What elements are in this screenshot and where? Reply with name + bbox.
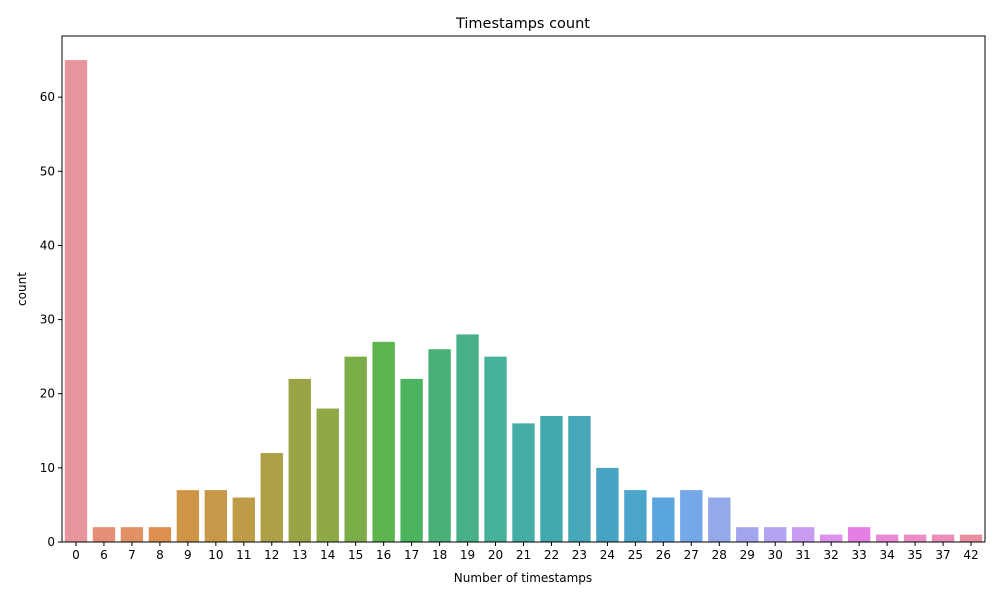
bar-33 bbox=[847, 527, 871, 542]
x-tick-label: 34 bbox=[879, 548, 894, 562]
bar-37 bbox=[931, 534, 955, 542]
y-tick-label: 10 bbox=[40, 461, 55, 475]
x-tick-label: 11 bbox=[236, 548, 251, 562]
bar-13 bbox=[288, 378, 311, 542]
y-tick-label: 20 bbox=[40, 387, 55, 401]
x-tick-label: 17 bbox=[404, 548, 419, 562]
bar-18 bbox=[428, 349, 451, 542]
x-tick-label: 32 bbox=[824, 548, 839, 562]
x-tick-label: 42 bbox=[963, 548, 978, 562]
bar-21 bbox=[512, 423, 535, 542]
x-tick-label: 30 bbox=[768, 548, 783, 562]
bar-10 bbox=[204, 490, 228, 542]
x-tick-label: 26 bbox=[656, 548, 671, 562]
bar-24 bbox=[596, 467, 619, 542]
x-tick-label: 27 bbox=[684, 548, 699, 562]
bar-42 bbox=[959, 534, 983, 542]
plot-frame bbox=[61, 35, 986, 543]
bar-30 bbox=[764, 527, 787, 542]
bar-9 bbox=[176, 490, 200, 542]
bar-19 bbox=[456, 334, 479, 542]
x-axis-ticks: 0 6 7 8 9 10 11 12 13 14 15 16 17 18 19 20 21 22 23 24 25 26 2… bbox=[72, 542, 979, 562]
chart-title: Timestamps count bbox=[455, 16, 590, 32]
x-tick-label: 19 bbox=[460, 548, 475, 562]
bar-15 bbox=[344, 356, 367, 542]
x-tick-label: 0 bbox=[72, 548, 80, 562]
x-tick-label: 31 bbox=[796, 548, 811, 562]
x-tick-label: 24 bbox=[600, 548, 615, 562]
bar-12 bbox=[260, 453, 283, 542]
x-tick-label: 37 bbox=[935, 548, 950, 562]
bar-31 bbox=[792, 527, 815, 542]
bar-35 bbox=[903, 534, 927, 542]
bar-29 bbox=[736, 527, 759, 542]
x-tick-label: 25 bbox=[628, 548, 643, 562]
x-tick-label: 10 bbox=[208, 548, 223, 562]
x-tick-label: 15 bbox=[348, 548, 363, 562]
x-tick-label: 13 bbox=[292, 548, 307, 562]
bar-7 bbox=[120, 527, 144, 542]
y-axis-ticks: 0 10 20 30 40 50 60 bbox=[40, 90, 62, 549]
x-tick-label: 16 bbox=[376, 548, 391, 562]
bar-20 bbox=[484, 356, 507, 542]
x-axis-label: Number of timestamps bbox=[454, 571, 592, 585]
bar-11 bbox=[232, 497, 255, 542]
x-tick-label: 29 bbox=[740, 548, 755, 562]
y-tick-label: 50 bbox=[40, 164, 55, 178]
x-tick-label: 12 bbox=[264, 548, 279, 562]
x-tick-label: 35 bbox=[907, 548, 922, 562]
y-tick-label: 0 bbox=[47, 535, 55, 549]
y-axis-label: count bbox=[15, 272, 29, 306]
bar-22 bbox=[540, 415, 563, 542]
bar-25 bbox=[624, 490, 647, 542]
x-tick-label: 7 bbox=[128, 548, 136, 562]
x-tick-label: 20 bbox=[488, 548, 503, 562]
bar-32 bbox=[819, 534, 843, 542]
bar-26 bbox=[652, 497, 675, 542]
bar-16 bbox=[372, 341, 395, 542]
y-tick-label: 60 bbox=[40, 90, 55, 104]
bar-8 bbox=[148, 527, 172, 542]
x-tick-label: 6 bbox=[100, 548, 108, 562]
bar-6 bbox=[92, 527, 116, 542]
bars-group bbox=[64, 60, 983, 542]
x-tick-label: 14 bbox=[320, 548, 335, 562]
x-tick-label: 9 bbox=[184, 548, 192, 562]
bar-23 bbox=[568, 415, 591, 542]
x-tick-label: 28 bbox=[712, 548, 727, 562]
x-tick-label: 33 bbox=[851, 548, 866, 562]
bar-0 bbox=[64, 60, 88, 542]
y-tick-label: 40 bbox=[40, 238, 55, 252]
x-tick-label: 21 bbox=[516, 548, 531, 562]
x-tick-label: 18 bbox=[432, 548, 447, 562]
x-tick-label: 8 bbox=[156, 548, 164, 562]
bar-28 bbox=[708, 497, 731, 542]
bar-14 bbox=[316, 408, 339, 542]
bar-27 bbox=[680, 490, 703, 542]
bar-34 bbox=[875, 534, 899, 542]
x-tick-label: 23 bbox=[572, 548, 587, 562]
bar-17 bbox=[400, 378, 423, 542]
x-tick-label: 22 bbox=[544, 548, 559, 562]
y-tick-label: 30 bbox=[40, 313, 55, 327]
